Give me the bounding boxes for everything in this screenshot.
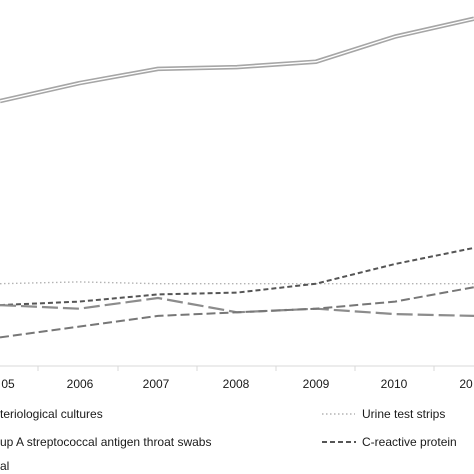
legend-label-urine-test-strips: Urine test strips [362, 407, 445, 421]
legend-label-c-reactive-protein: C-reactive protein [362, 435, 457, 449]
x-tick-label: 2007 [143, 377, 170, 391]
series-line-5 [0, 286, 474, 339]
x-axis-ticks [37, 366, 435, 371]
series-line-2 [0, 281, 474, 285]
x-axis-tick-labels: 05 2006 2007 2008 2009 2010 20 [1, 377, 473, 391]
series-line-3 [0, 246, 474, 307]
series-line-1-inner [0, 18, 474, 102]
x-tick-label: 2006 [67, 377, 94, 391]
legend-label: up A streptococcal antigen throat swabs [0, 435, 211, 449]
legend-label: teriological cultures [0, 407, 103, 421]
series-layer [0, 16, 474, 339]
legend-label: al [0, 459, 9, 473]
x-tick-label: 20 [459, 377, 473, 391]
x-tick-label: 2008 [223, 377, 250, 391]
series-line-1 [0, 16, 474, 104]
x-tick-label: 2010 [381, 377, 408, 391]
legend: teriological cultures up A streptococcal… [0, 407, 457, 473]
x-tick-label: 05 [1, 377, 15, 391]
x-tick-label: 2009 [303, 377, 330, 391]
